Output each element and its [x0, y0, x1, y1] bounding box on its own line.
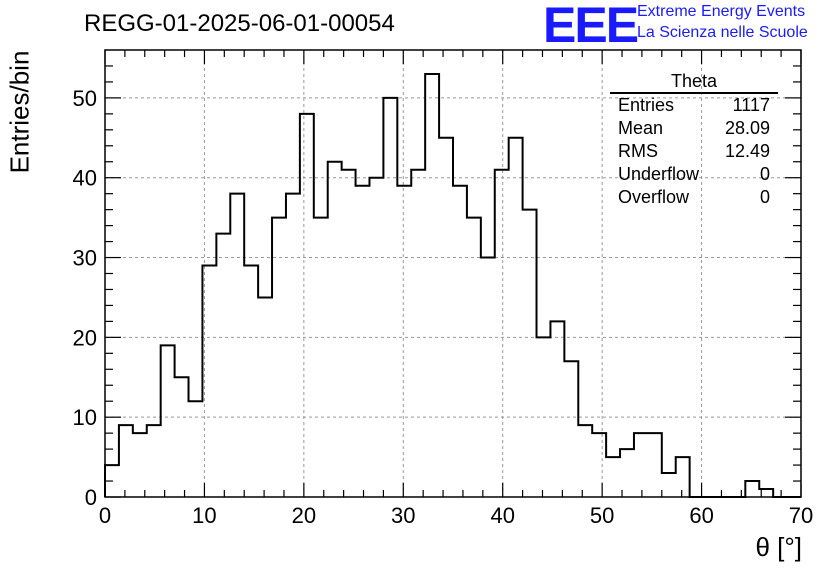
histogram-bin — [509, 138, 523, 497]
histogram-bin — [356, 186, 370, 497]
eee-logo: EEE — [543, 0, 639, 53]
histogram-bin — [550, 321, 564, 497]
axis-ticks — [104, 50, 802, 498]
logo-text-line1: Extreme Energy Events — [637, 3, 806, 20]
histogram-bin — [523, 210, 537, 497]
stats-value: 0 — [759, 164, 770, 184]
histogram-bin — [676, 457, 690, 497]
histogram-bin — [564, 361, 578, 497]
histogram-bin — [383, 98, 397, 497]
stats-label: Mean — [618, 118, 664, 138]
histogram-bin — [634, 433, 648, 497]
axis-tick-labels: 0 10 20 30 40 50 60 70 0 10 20 30 40 50 — [73, 86, 814, 528]
y-tick-label: 30 — [73, 246, 97, 271]
histogram-bin — [425, 74, 439, 497]
histogram-bin — [648, 433, 662, 497]
y-axis-label: Entries/bin — [4, 50, 35, 174]
y-tick-label: 20 — [73, 325, 97, 350]
stats-row-entries: Entries 1117 — [610, 94, 778, 117]
stats-value: 1117 — [732, 95, 770, 115]
stats-row-underflow: Underflow 0 — [610, 163, 778, 186]
histogram-bin — [481, 258, 495, 497]
x-tick-label: 40 — [490, 503, 514, 528]
stats-label: RMS — [618, 141, 658, 161]
histogram-bin — [495, 170, 509, 497]
stats-row-rms: RMS 12.49 — [610, 140, 778, 163]
histogram-bin — [439, 138, 453, 497]
y-tick-label: 50 — [73, 86, 97, 111]
stats-label: Overflow — [618, 187, 690, 207]
histogram-bin — [286, 194, 300, 497]
histogram-bin — [342, 170, 356, 497]
stats-row-overflow: Overflow 0 — [610, 186, 778, 209]
histogram-bin — [147, 425, 161, 497]
x-tick-label: 30 — [391, 503, 415, 528]
histogram-bin — [258, 297, 272, 497]
histogram-bin — [745, 481, 759, 497]
stats-label: Underflow — [618, 164, 700, 184]
x-tick-label: 60 — [689, 503, 713, 528]
x-tick-label: 70 — [789, 503, 813, 528]
histogram-bin — [133, 433, 147, 497]
histogram-bin — [216, 234, 230, 497]
y-tick-label: 0 — [85, 485, 97, 510]
histogram-bin — [119, 425, 133, 497]
x-tick-label: 20 — [292, 503, 316, 528]
stats-box: Theta Entries 1117 Mean 28.09 RMS 12.49 … — [610, 70, 778, 209]
histogram-bin — [578, 425, 592, 497]
histogram-bin — [620, 449, 634, 497]
stats-row-mean: Mean 28.09 — [610, 117, 778, 140]
histogram-bin — [244, 266, 258, 497]
stats-value: 12.49 — [724, 141, 770, 161]
histogram-bin — [467, 218, 481, 497]
y-tick-label: 40 — [73, 166, 97, 191]
x-axis-label: θ [°] — [755, 532, 802, 562]
histogram-bin — [161, 345, 175, 497]
histogram-series — [104, 72, 801, 498]
histogram-bin — [189, 401, 203, 497]
histogram-bin — [314, 218, 328, 497]
histogram-bin — [230, 194, 244, 497]
stats-value: 28.09 — [724, 118, 770, 138]
histogram-bin — [397, 186, 411, 497]
histogram-bin — [411, 170, 425, 497]
logo-text-line2: La Scienza nelle Scuole — [637, 24, 808, 41]
x-tick-label: 0 — [99, 503, 111, 528]
y-tick-label: 10 — [73, 405, 97, 430]
histogram-bin — [328, 162, 342, 497]
histogram-bin — [592, 433, 606, 497]
histogram-bin — [453, 186, 467, 497]
stats-label: Entries — [618, 95, 675, 115]
histogram-bin — [272, 218, 286, 497]
x-tick-label: 10 — [192, 503, 216, 528]
chart-title: REGG-01-2025-06-01-00054 — [84, 10, 395, 37]
histogram-step-line — [104, 72, 801, 498]
histogram-bin — [606, 457, 620, 497]
histogram-bin — [175, 377, 189, 497]
x-tick-label: 50 — [590, 503, 614, 528]
stats-value: 0 — [759, 187, 770, 207]
stats-title: Theta — [610, 70, 778, 94]
histogram-bin — [300, 114, 314, 497]
histogram-bin — [662, 473, 676, 497]
